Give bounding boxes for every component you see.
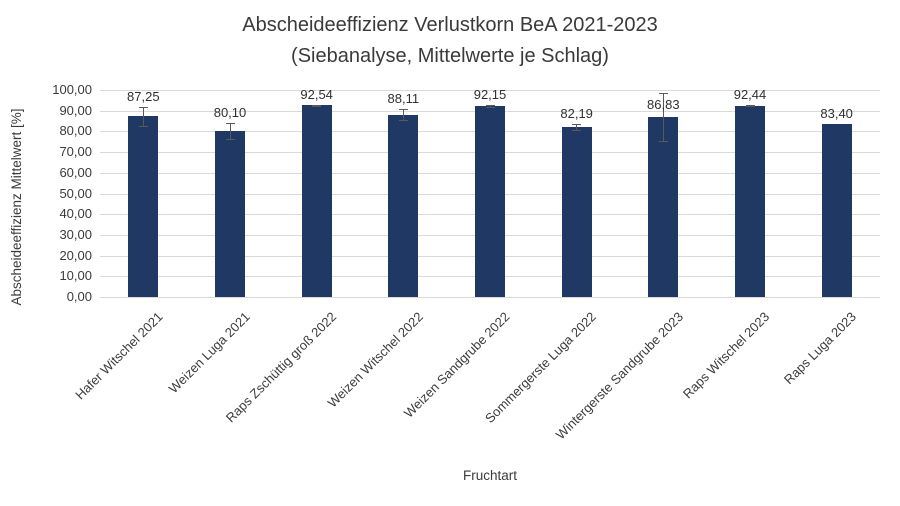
value-label: 82,19 [560,105,593,121]
x-tick-label: Raps Witschel 2023 [680,309,773,402]
gridline [100,297,880,298]
error-bar-cap [225,139,235,141]
value-label: 92,15 [473,87,507,102]
error-bar-cap [745,105,755,107]
bar [388,114,419,297]
value-label: 87,25 [127,89,160,105]
error-bar-cap [572,123,582,125]
error-bar-cap [138,107,148,109]
error-bar-cap [312,104,322,106]
error-bar-cap [225,122,235,124]
bar [648,117,679,297]
error-bar-cap [485,107,495,109]
value-label: 80,10 [213,104,247,120]
chart-title: Abscheideeffizienz Verlustkorn BeA 2021-… [0,10,900,72]
error-bar-cap [485,105,495,106]
error-bar-cap [138,125,148,127]
error-bar-line [576,123,578,130]
bar [735,105,765,297]
x-tick-label: Weizen Witschel 2022 [324,309,426,411]
y-tick-label: 100,00 [52,82,92,97]
error-bar-line [489,105,491,108]
error-bar-cap [312,106,322,108]
y-tick-label: 90,00 [59,102,92,118]
error-bar-cap [572,129,582,131]
value-label: 92,44 [733,87,767,103]
error-bar-cap [398,109,408,111]
bar [475,106,505,297]
value-label: 83,40 [820,106,853,122]
bar [561,126,592,297]
error-bar-cap [398,119,408,121]
error-bar-cap [658,141,668,143]
y-tick-label: 70,00 [59,144,92,160]
chart-title-line1: Abscheideeffizienz Verlustkorn BeA 2021-… [242,14,658,36]
bar [215,131,245,297]
bar [128,116,159,297]
y-tick-label: 30,00 [59,226,92,242]
value-label: 86,83 [647,97,680,113]
value-label: 88,11 [387,91,420,107]
error-bar-cap [745,106,755,108]
gridline [100,90,880,91]
y-tick-label: 20,00 [59,247,92,263]
bar [821,124,852,297]
chart-title-line2: (Siebanalyse, Mittelwerte je Schlag) [291,45,609,67]
value-label: 92,54 [300,86,333,102]
x-tick-label: Hafer Witschel 2021 [72,309,166,403]
y-tick-label: 50,00 [59,185,92,201]
error-bar-cap [658,93,668,95]
x-axis-title: Fruchtart [462,468,517,483]
error-bar-line [142,107,144,126]
y-tick-label: 0,00 [66,289,92,304]
y-tick-label: 40,00 [59,206,92,222]
x-tick-label: Weizen Luga 2021 [165,309,253,397]
y-tick-label: 10,00 [59,268,92,284]
error-bar-line [402,109,404,120]
error-bar-line [229,122,231,140]
y-tick-label: 80,00 [59,123,92,139]
error-bar-line [662,93,664,142]
y-tick-label: 60,00 [59,164,92,180]
x-tick-label: Raps Luga 2023 [781,309,860,388]
bar [301,105,332,297]
